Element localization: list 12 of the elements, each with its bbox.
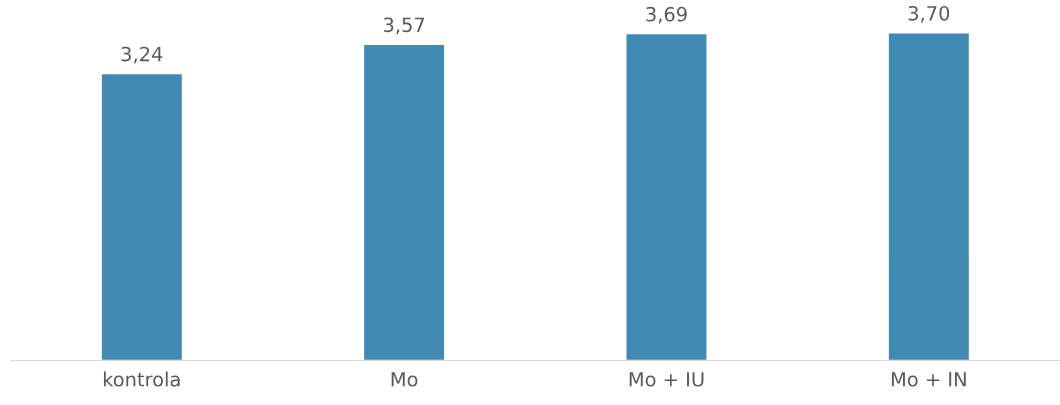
- x-tick-label: Mo: [391, 372, 418, 387]
- data-label: 3,70: [908, 5, 950, 23]
- bar: [100, 72, 184, 361]
- x-tick-label: Mo + IN: [891, 372, 966, 387]
- bar: [887, 32, 971, 361]
- bar: [625, 32, 708, 361]
- data-label: 3,24: [121, 46, 163, 64]
- x-tick-label: kontrola: [103, 371, 180, 387]
- bar: [362, 43, 446, 361]
- data-label: 3,69: [646, 6, 687, 24]
- data-label: 3,57: [383, 17, 425, 35]
- x-tick-label: Mo + IU: [629, 372, 704, 387]
